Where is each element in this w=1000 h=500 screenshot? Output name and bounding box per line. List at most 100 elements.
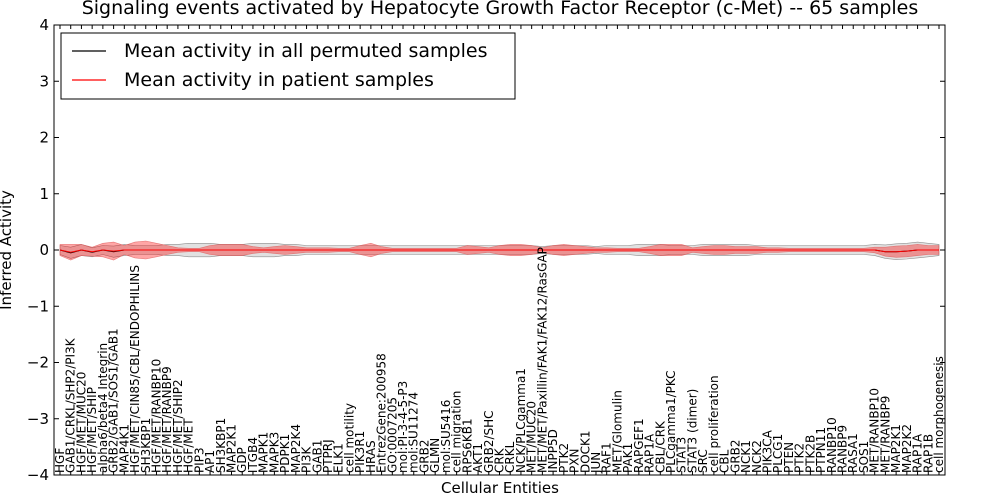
x-tick-label: CRKL: [503, 441, 517, 473]
x-tick-label: RAPGEF1: [632, 418, 646, 473]
x-tick-label: PTK2B: [803, 435, 817, 473]
legend-box: [60, 32, 516, 100]
x-tick-label: mol:SU11274: [407, 392, 421, 473]
x-tick-label: STAT3 (dimer): [686, 389, 700, 473]
x-tick-label: RANBP10: [825, 417, 839, 473]
x-tick-label: GDP: [235, 447, 249, 473]
band-permuted: [59, 241, 940, 260]
y-tick-label: −1: [27, 297, 49, 315]
x-tick-label: EntrezGene:200958: [375, 353, 389, 473]
x-tick-label: RAP1A: [911, 433, 925, 473]
x-tick-label: cell proliferation: [707, 375, 721, 473]
x-tick-label: PTPN11: [814, 427, 828, 473]
x-tick-label: HGF/MET/MUC20: [74, 372, 88, 473]
x-tick-label: AKT1: [471, 443, 485, 473]
x-tick-label: MET/RANBP9: [878, 396, 892, 473]
x-tick-label: MAP2K1: [225, 424, 239, 473]
x-tick-label: GAB1/CRKL/SHP2/PI3K: [64, 337, 78, 473]
y-tick-label: 2: [39, 129, 49, 147]
x-tick-label: PTK2: [557, 443, 571, 473]
legend-label-permuted: Mean activity in all permuted samples: [124, 40, 487, 62]
x-tick-label: PTK2: [793, 443, 807, 473]
x-tick-label: MET/RANBP10: [868, 388, 882, 473]
x-tick-label: MAPK1: [257, 432, 271, 473]
plot-area: 43210−1−2−3−4HGFGAB1/CRKL/SHP2/PI3KHGF/M…: [27, 16, 946, 484]
legend: Mean activity in all permuted samples Me…: [60, 32, 516, 100]
x-tick-label: PAK1: [621, 443, 635, 473]
y-tick-label: 4: [39, 16, 49, 34]
x-tick-label: PIK3R1: [353, 431, 367, 473]
y-tick-label: 3: [39, 72, 49, 90]
x-tick-label: HGF/MET/RANBP9: [160, 366, 174, 473]
x-tick-label: PTEN: [782, 442, 796, 473]
x-tick-label: PIP3: [192, 447, 206, 473]
x-tick-label: PTPRJ: [321, 439, 335, 473]
x-tick-label: RAF1: [600, 442, 614, 473]
x-tick-label: GRB2/SHC: [482, 410, 496, 473]
x-tick-label: mol:PI-3-4-5-P3: [396, 381, 410, 473]
x-tick-label: AP1: [203, 450, 217, 473]
x-tick-label: CRK: [493, 447, 507, 473]
x-tick-label: NCK2: [750, 440, 764, 473]
chart-title: Signaling events activated by Hepatocyte…: [82, 0, 919, 19]
y-tick-label: −2: [27, 354, 49, 372]
x-tick-label: GRB2: [418, 440, 432, 474]
x-tick-label: cell migration: [450, 391, 464, 473]
x-tick-label: PIK3CA: [761, 429, 775, 473]
x-tick-label: HGF/MET/RANBP10: [150, 359, 164, 473]
legend-label-patient: Mean activity in patient samples: [124, 69, 434, 91]
x-tick-label: RAP1A: [643, 433, 657, 473]
x-tick-label: CBL: [718, 449, 732, 473]
y-axis-label: Inferred Activity: [0, 190, 15, 310]
x-tick-label: MET/Glomulin: [610, 390, 624, 473]
x-tick-label: HRAS: [364, 440, 378, 473]
x-tick-label: NCK1: [739, 440, 753, 473]
x-tick-label: ITGB4: [246, 437, 260, 473]
x-tick-label: RANBP9: [836, 425, 850, 473]
x-tick-label: SH3KBP1: [214, 418, 228, 473]
x-tick-label: PI3K: [300, 446, 314, 473]
x-tick-label: GAB1: [310, 440, 324, 473]
x-tick-label: PXN: [568, 449, 582, 473]
y-tick-label: 1: [39, 185, 49, 203]
x-tick-label: RAP1B: [921, 434, 935, 473]
x-tick-label: DOCK1: [578, 430, 592, 473]
y-tick-label: −4: [27, 466, 49, 484]
x-tick-label: RASA1: [846, 433, 860, 473]
x-tick-label: SRC: [696, 449, 710, 473]
x-tick-label: alpha6/beta4 Integrin: [96, 343, 110, 473]
x-tick-label: ELK1: [332, 443, 346, 473]
y-tick-label: 0: [39, 241, 49, 259]
x-tick-label: GRB2: [728, 439, 742, 473]
x-tick-label: GRB2/GAB1/SOS1/GAB1: [107, 328, 121, 473]
x-tick-label: PLCG1: [771, 434, 785, 473]
y-tick-label: −3: [27, 410, 49, 428]
x-tick-label: cell motility: [342, 403, 356, 473]
x-tick-label: HGF/MET/SHIP2: [171, 379, 185, 473]
x-tick-label: MAP2K1: [889, 424, 903, 473]
x-tick-label: INPP5D: [546, 429, 560, 473]
x-tick-label: MET/MET/Paxillin/FAK1/FAK12/RasGAP: [535, 247, 549, 473]
x-tick-label: MAP2K2: [900, 424, 914, 473]
x-tick-label: RPS6KB1: [460, 418, 474, 473]
x-tick-label: JUN: [589, 452, 603, 474]
x-tick-label: SH3KBP1: [139, 418, 153, 473]
x-tick-label: cell morphogenesis: [932, 356, 946, 473]
x-tick-label: mol:SU5416: [439, 400, 453, 473]
x-tick-label: GO:0007205: [385, 397, 399, 473]
band-patient: [59, 240, 940, 261]
x-tick-label: MAPK3: [267, 432, 281, 473]
x-tick-label: HGF/MET: [182, 418, 196, 473]
x-axis-label: Cellular Entities: [441, 479, 559, 497]
x-tick-label: STAT3: [675, 437, 689, 473]
x-tick-label: PLCgamma1/PKC: [664, 370, 678, 473]
x-tick-label: GLMN: [428, 438, 442, 473]
x-tick-label: CBL/CRK: [653, 420, 667, 473]
series-line-patient: [59, 249, 939, 253]
x-tick-label: MAP2K4: [289, 424, 303, 473]
x-tick-label: PDPK1: [278, 434, 292, 473]
x-tick-label: SOS1: [857, 441, 871, 473]
x-tick-label: NCK/PLCgamma1: [514, 368, 528, 473]
x-tick-label: HGF/MET/CIN85/CBL/ENDOPHILINS: [128, 265, 142, 473]
